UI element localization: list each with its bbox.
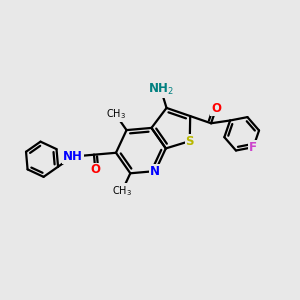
Text: N: N	[150, 165, 160, 178]
Text: F: F	[249, 141, 257, 154]
Text: CH$_3$: CH$_3$	[112, 184, 132, 197]
Text: CH$_3$: CH$_3$	[106, 107, 126, 121]
Text: O: O	[90, 164, 100, 176]
Text: NH$_2$: NH$_2$	[148, 82, 174, 97]
Text: NH: NH	[63, 150, 83, 163]
Text: O: O	[211, 102, 221, 115]
Text: S: S	[185, 135, 194, 148]
